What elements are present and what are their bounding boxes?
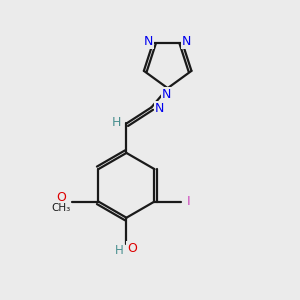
- Text: I: I: [187, 195, 190, 208]
- Text: N: N: [161, 88, 171, 101]
- Text: O: O: [56, 190, 66, 204]
- Text: H: H: [115, 244, 124, 256]
- Text: H: H: [112, 116, 121, 128]
- Text: N: N: [144, 35, 153, 48]
- Text: O: O: [128, 242, 137, 255]
- Text: CH₃: CH₃: [51, 203, 70, 213]
- Text: N: N: [155, 102, 164, 115]
- Text: N: N: [182, 35, 191, 48]
